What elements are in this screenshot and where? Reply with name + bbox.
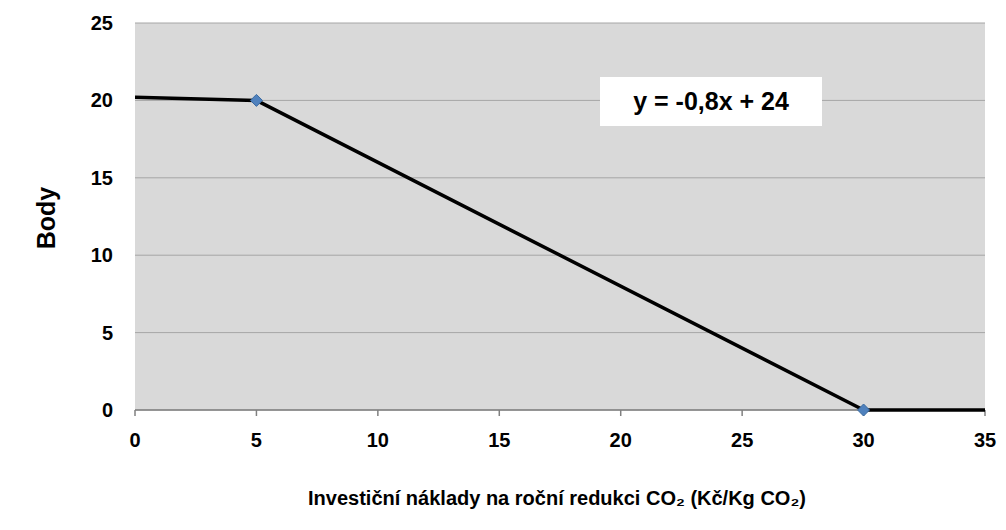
x-tick	[620, 410, 622, 416]
y-tick-label: 10	[91, 244, 113, 266]
x-tick-label: 20	[610, 429, 632, 451]
x-tick-label: 15	[488, 429, 510, 451]
x-tick-label: 5	[251, 429, 262, 451]
x-tick	[377, 410, 379, 416]
y-tick-label: 5	[102, 322, 113, 344]
x-axis-label: Investiční náklady na roční redukci CO₂ …	[308, 487, 806, 509]
series-group	[135, 94, 985, 416]
x-tick	[134, 410, 136, 416]
x-tick-label: 30	[852, 429, 874, 451]
grid-line	[135, 332, 985, 333]
y-tick-label: 0	[102, 399, 113, 421]
grid-line	[135, 177, 985, 178]
grid-line	[135, 23, 985, 24]
y-tick-label: 20	[91, 89, 113, 111]
x-tick	[499, 410, 501, 416]
annotation-box	[600, 77, 822, 126]
x-tick	[256, 410, 258, 416]
x-tick	[741, 410, 743, 416]
y-axis-label: Body	[32, 187, 60, 250]
x-tick-label: 25	[731, 429, 753, 451]
y-tick-label: 15	[91, 167, 113, 189]
data-point	[858, 404, 870, 416]
x-tick-label: 10	[367, 429, 389, 451]
data-point	[250, 94, 262, 106]
data-line	[135, 97, 985, 410]
chart-container: 0 5 10 15 20 25 0 5 10 15 20 25 30 35 y = -0,8x + 24 In…	[0, 0, 1006, 530]
y-tick-label: 25	[91, 12, 113, 34]
x-tick-label: 0	[129, 429, 140, 451]
annotation: y = -0,8x + 24	[633, 87, 789, 115]
chart-svg: 0 5 10 15 20 25 0 5 10 15 20 25 30 35 y = -0,8x + 24 In…	[0, 0, 1006, 530]
plot-area	[135, 23, 985, 410]
x-tick-label: 35	[974, 429, 996, 451]
